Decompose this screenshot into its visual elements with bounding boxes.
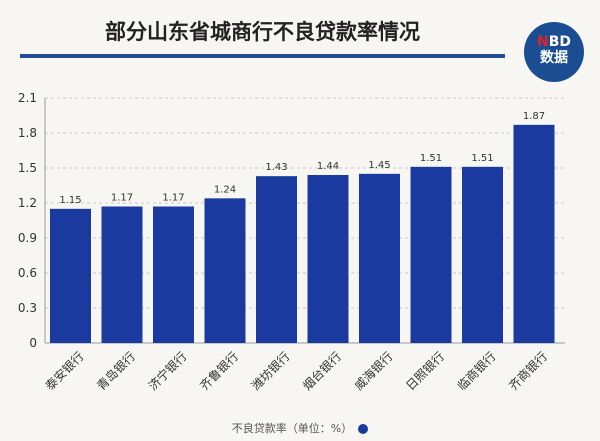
y-tick-label: 0.9 [18,231,37,245]
bar [50,208,91,343]
bar [307,175,349,343]
y-tick-label: 0.6 [18,266,37,280]
x-tick-label: 青岛银行 [94,349,139,394]
data-label: 1.44 [317,161,339,172]
data-label: 1.87 [523,111,545,122]
x-tick-label: 威海银行 [351,349,396,394]
bar [410,166,452,343]
bar [513,124,555,343]
data-label: 1.45 [368,160,390,171]
y-tick-label: 0.3 [18,301,37,315]
x-tick-label: 日照银行 [403,349,447,393]
x-tick-label: 潍坊银行 [248,349,293,394]
y-tick-label: 2.1 [18,91,37,105]
bar [153,206,194,343]
x-tick-label: 临商银行 [454,349,499,394]
y-tick-label: 1.5 [18,161,37,175]
data-label: 1.24 [214,184,236,195]
y-tick-label: 1.2 [18,196,37,210]
data-label: 1.43 [265,162,287,173]
data-label: 1.51 [471,153,493,164]
nbd-logo: NBD 数据 [524,22,584,82]
data-label: 1.17 [111,193,133,204]
data-label: 1.51 [420,153,442,164]
bar [359,173,400,343]
x-tick-label: 齐商银行 [506,349,551,394]
y-tick-label: 0 [29,336,37,350]
bar [101,206,143,343]
bar [204,198,246,343]
legend-swatch [358,424,369,434]
x-tick-label: 济宁银行 [145,349,190,394]
x-tick-label: 泰安银行 [42,349,87,394]
bar [256,176,297,343]
data-label: 1.17 [162,193,184,204]
legend-label: 不良贷款率（单位：%） [231,422,353,435]
x-tick-label: 齐鲁银行 [197,349,242,394]
y-tick-label: 1.8 [18,126,37,140]
data-label: 1.15 [59,195,81,206]
title-underline [20,54,505,58]
x-tick-label: 烟台银行 [300,349,345,394]
legend: 不良贷款率（单位：%） [0,420,600,436]
chart-title: 部分山东省城商行不良贷款率情况 [105,20,420,44]
bar [462,166,503,343]
